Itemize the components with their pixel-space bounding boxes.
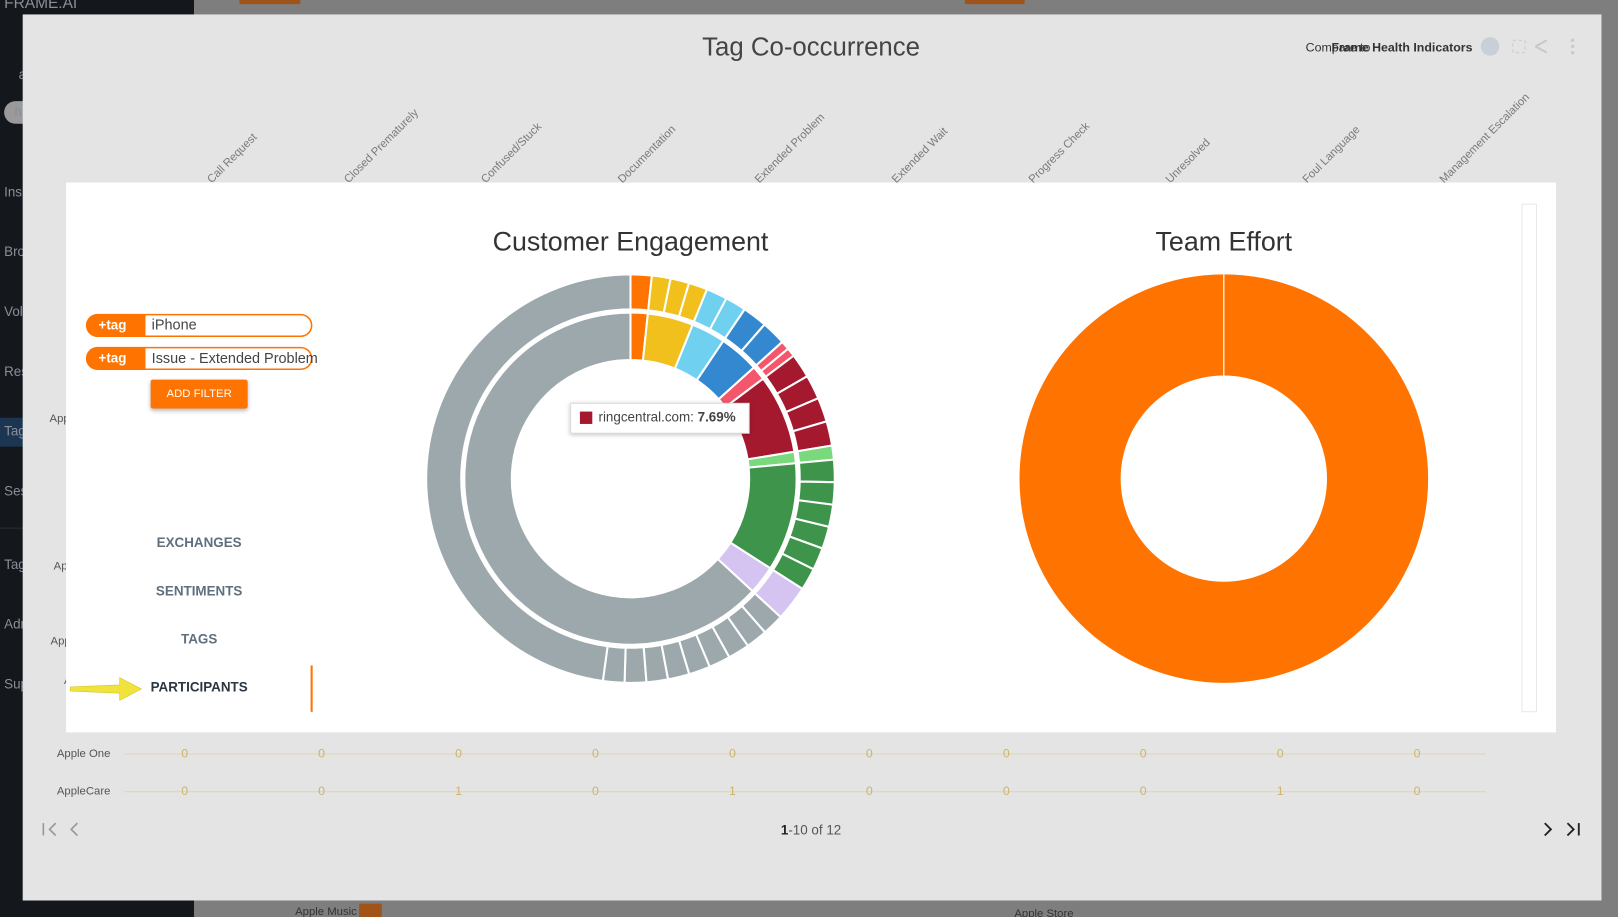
sidebar-item[interactable]: a: [19, 67, 27, 82]
sidebar-item[interactable]: Tag: [4, 557, 26, 572]
cell: 0: [1140, 746, 1147, 760]
chart-title: Customer Engagement: [493, 227, 769, 257]
cell: 0: [866, 784, 873, 798]
tooltip-label: ringcentral.com: [598, 409, 690, 424]
sidebar-item[interactable]: h: [14, 104, 21, 119]
row-label: App: [50, 413, 70, 425]
first-page[interactable]: [42, 822, 57, 837]
nav-active-bar: [310, 665, 313, 712]
page-rest: -10 of 12: [788, 822, 841, 837]
cell: 0: [866, 746, 873, 760]
sidebar-item[interactable]: Ins: [4, 184, 22, 199]
outer-segment[interactable]: [797, 458, 836, 484]
navigation: EXCHANGES SENTIMENTS TAGS PARTICIPANTS: [151, 535, 313, 712]
tag-value[interactable]: iPhone: [152, 318, 197, 334]
bg-row-label: Apple Store: [1014, 908, 1073, 917]
sidebar-item[interactable]: Vol: [4, 304, 23, 319]
cell: 0: [1003, 746, 1010, 760]
compare-value[interactable]: Frame Health Indicators: [1331, 41, 1472, 55]
cell: 0: [1140, 784, 1147, 798]
nav-item[interactable]: EXCHANGES: [157, 535, 242, 550]
sidebar-item[interactable]: Bro: [4, 244, 25, 259]
help-icon[interactable]: [1480, 37, 1500, 56]
tag-value[interactable]: Issue - Extended Problem: [152, 351, 318, 367]
tag-button[interactable]: [86, 314, 146, 337]
scrollbar[interactable]: [1521, 203, 1537, 713]
bg-row-label: Apple Music: [295, 906, 357, 917]
tooltip-text: ringcentral.com: 7.69%: [598, 409, 735, 424]
tag-button[interactable]: [86, 347, 146, 370]
charts: [425, 273, 1429, 684]
cell: 0: [181, 746, 188, 760]
nav-item[interactable]: PARTICIPANTS: [151, 680, 248, 695]
cell: 0: [1414, 746, 1421, 760]
brand: FRAME.AI: [4, 0, 77, 12]
fullscreen-icon[interactable]: [1512, 39, 1526, 54]
tag-button-label[interactable]: +tag: [98, 351, 126, 366]
sidebar-item[interactable]: Adr: [4, 617, 25, 632]
cell: 0: [592, 746, 599, 760]
pointer-arrow: [69, 677, 143, 701]
page-count: 1-10 of 12: [781, 822, 841, 837]
row-label: App: [54, 560, 74, 572]
page-current: 1: [781, 822, 789, 837]
bg-bar: [964, 0, 1025, 5]
modal-title: Tag Co-occurrence: [702, 33, 920, 61]
outer-segment[interactable]: [623, 646, 648, 684]
menu-icon[interactable]: [1570, 38, 1575, 55]
add-filter-button[interactable]: [150, 379, 248, 409]
cell: 0: [318, 746, 325, 760]
tooltip-swatch: [579, 411, 593, 424]
cell: 0: [592, 784, 599, 798]
cell: 0: [181, 784, 188, 798]
add-filter-label[interactable]: ADD FILTER: [167, 388, 232, 400]
sidebar-item[interactable]: Sup: [4, 676, 28, 691]
tooltip-sep: :: [690, 409, 697, 424]
tooltip-box: [570, 402, 750, 434]
filters: +tag iPhone +tag Issue - Extended Problem: [85, 313, 318, 371]
chart-title: Team Effort: [1156, 227, 1293, 257]
tooltip: ringcentral.com: 7.69%: [570, 402, 750, 434]
cell: 1: [729, 784, 736, 798]
pagination: 1-10 of 12: [42, 822, 1580, 837]
cell: 0: [1277, 746, 1284, 760]
donut-segment[interactable]: [1019, 274, 1429, 683]
cell: 1: [455, 784, 462, 798]
bg-bar: [359, 903, 382, 917]
sidebar-item[interactable]: Res: [4, 364, 28, 379]
row-label: AppleCare: [57, 786, 111, 798]
sidebar-item[interactable]: Tag: [4, 424, 26, 439]
tag-button-label[interactable]: +tag: [98, 318, 126, 333]
outer-segment[interactable]: [425, 273, 632, 683]
cell: 1: [1277, 784, 1284, 798]
share-icon[interactable]: [1534, 39, 1548, 54]
cell: 0: [1414, 784, 1421, 798]
bg-bar: [239, 0, 301, 5]
cell: 0: [318, 784, 325, 798]
row-label: Apple One: [57, 748, 111, 760]
nav-item[interactable]: SENTIMENTS: [156, 583, 242, 598]
cell: 0: [455, 746, 462, 760]
compare-label: Compare to: [1306, 41, 1371, 55]
sidebar-item[interactable]: Ses: [4, 484, 27, 499]
last-page[interactable]: [1566, 822, 1580, 837]
tooltip-value: 7.69%: [698, 409, 736, 424]
sidebar-items: a h Ins Bro Vol Res Tag Ses Tag Adr Sup: [4, 67, 28, 692]
cell: 0: [1003, 784, 1010, 798]
nav-item[interactable]: TAGS: [181, 631, 217, 646]
row-label: App: [51, 636, 71, 648]
prev-page[interactable]: [70, 822, 78, 837]
next-page[interactable]: [1544, 822, 1553, 837]
cell: 0: [729, 746, 736, 760]
inner-segment[interactable]: [463, 311, 755, 646]
